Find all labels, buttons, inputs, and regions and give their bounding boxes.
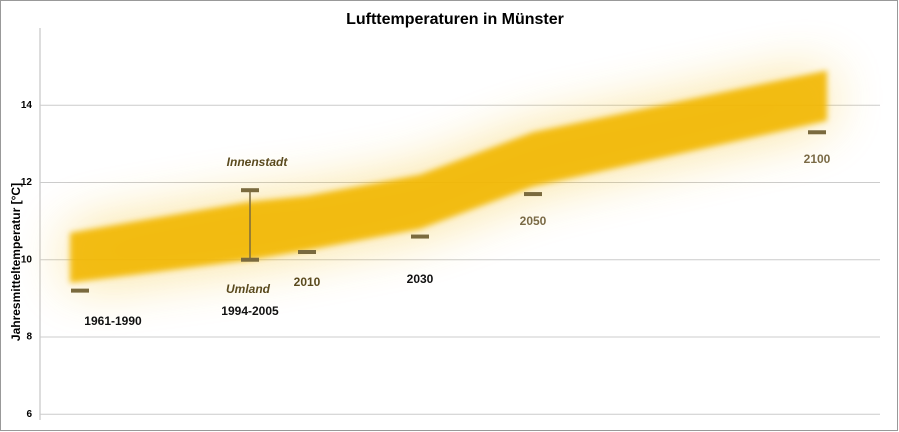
y-tick-label: 14 [21, 100, 33, 111]
category-label: 1961-1990 [84, 314, 142, 328]
y-axis-label: Jahresmitteltemperatur [°C] [9, 183, 23, 341]
band [70, 70, 827, 283]
y-tick-label: 12 [21, 177, 33, 188]
marker [71, 288, 89, 293]
marker [411, 234, 429, 239]
y-tick-label: 10 [21, 254, 33, 265]
series-label: Umland [226, 282, 271, 296]
category-label: 2050 [520, 214, 547, 228]
marker [298, 250, 316, 254]
category-label: 2030 [407, 272, 434, 286]
y-tick-label: 6 [26, 409, 32, 420]
marker [524, 192, 542, 197]
y-tick-label: 8 [26, 332, 32, 343]
category-label: 2010 [294, 275, 321, 289]
series-label: Innenstadt [227, 155, 289, 169]
chart-title: Lufttemperaturen in Münster [346, 11, 564, 28]
category-label: 1994-2005 [221, 304, 279, 318]
marker [808, 130, 826, 135]
category-label: 2100 [804, 152, 831, 166]
